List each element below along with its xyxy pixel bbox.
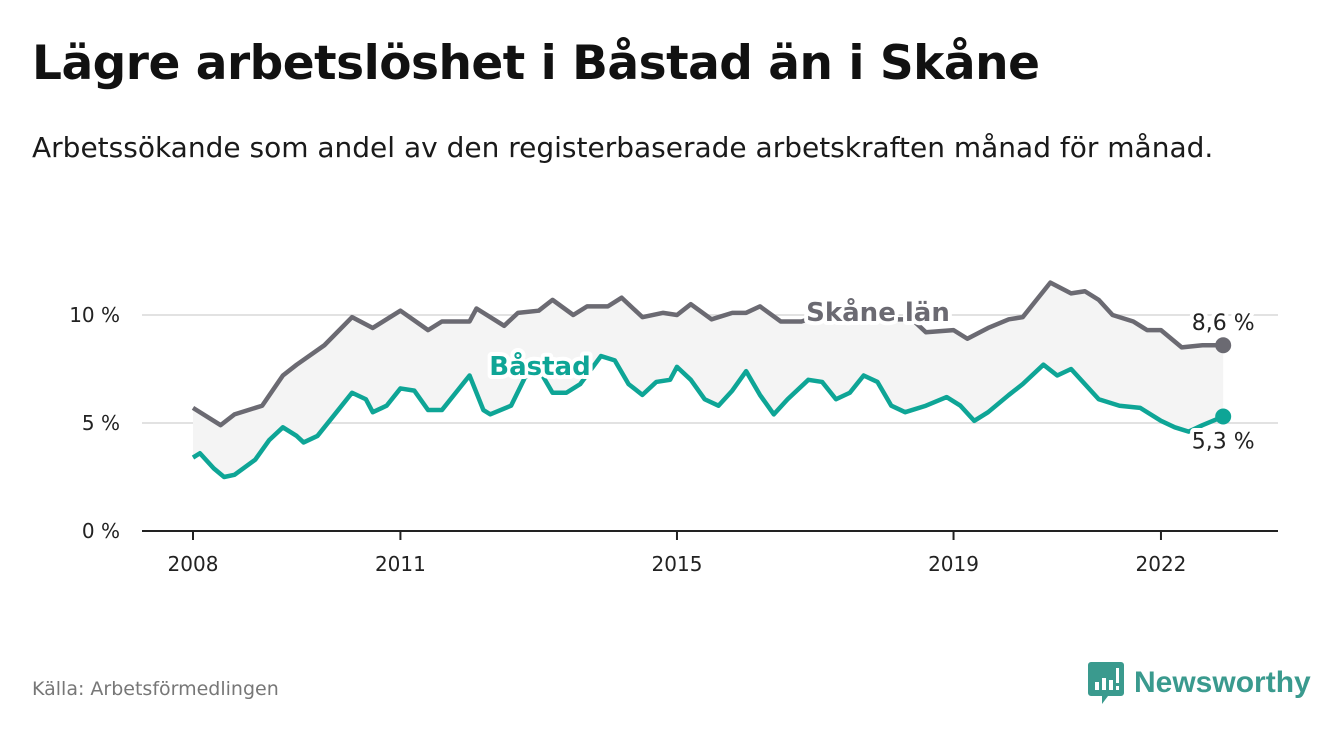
- bastad-end-label: 5,3 %: [1192, 430, 1255, 455]
- skane-series-label: Skåne län: [806, 296, 950, 328]
- newsworthy-logo: Newsworthy: [1088, 662, 1311, 704]
- y-tick-label: 0 %: [82, 519, 120, 543]
- chart-title: Lägre arbetslöshet i Båstad än i Skåne: [32, 36, 1040, 91]
- skane-line: [191, 280, 1224, 428]
- bastad-series-label: Båstad: [489, 350, 590, 382]
- y-tick-label: 10 %: [69, 303, 120, 327]
- x-tick-label: 2008: [168, 552, 219, 576]
- range-band: [193, 282, 1224, 477]
- skane-end-dot: [1215, 337, 1232, 354]
- logo-text: Newsworthy: [1134, 666, 1311, 699]
- logo-chart-icon: [1088, 662, 1124, 704]
- x-tick-label: 2011: [375, 552, 426, 576]
- x-tick-label: 2015: [652, 552, 703, 576]
- bastad-line: [191, 353, 1225, 480]
- y-tick-label: 5 %: [82, 411, 120, 435]
- source-note: Källa: Arbetsförmedlingen: [32, 678, 279, 700]
- skane-end-label: 8,6 %: [1192, 311, 1255, 336]
- bastad-end-dot: [1215, 408, 1232, 425]
- x-tick-label: 2022: [1136, 552, 1187, 576]
- chart-subtitle: Arbetssökande som andel av den registerb…: [32, 131, 1214, 164]
- x-tick-label: 2019: [928, 552, 979, 576]
